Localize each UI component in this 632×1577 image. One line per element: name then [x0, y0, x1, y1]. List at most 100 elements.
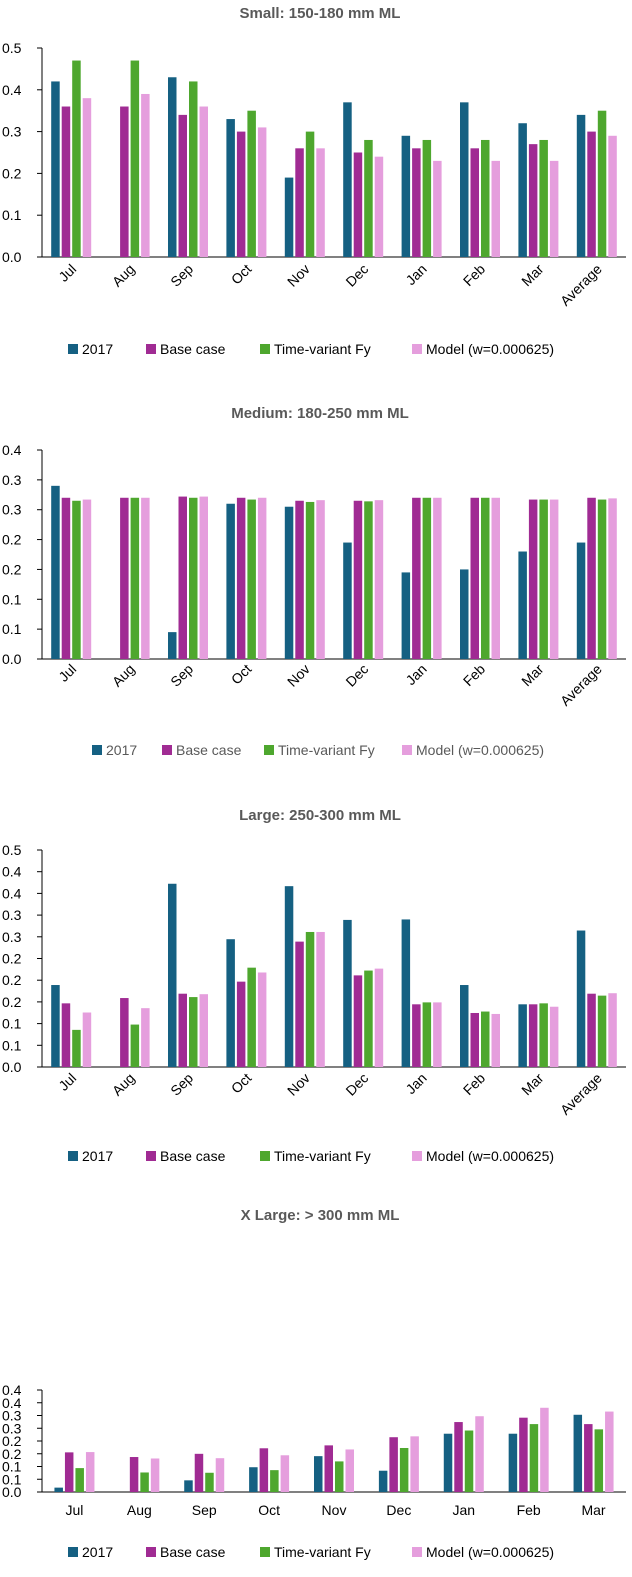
legend-label: Time-variant Fy [274, 341, 371, 357]
legend-label: Model (w=0.000625) [426, 341, 554, 357]
bar-model-w-0-000625-feb [491, 160, 500, 257]
bar-time-variant-fy-nov [305, 931, 315, 1067]
bar-base-case-oct [236, 131, 246, 257]
legend-label: Model (w=0.000625) [426, 1544, 554, 1560]
chart-2: Medium: 180-250 mm ML 0.0 0.1 0.1 0.2 0.2 0.3 0… [2, 405, 626, 758]
legend-label: 2017 [82, 1544, 113, 1560]
chart-title: Small: 150-180 mm ML [240, 5, 401, 22]
y-tick-label: 0.3 [2, 1408, 22, 1424]
y-tick-label: 0.2 [2, 951, 22, 967]
bar-base-case-jul [61, 106, 71, 258]
y-tick-label: 0.1 [2, 207, 22, 223]
legend-label: Base case [160, 1544, 226, 1560]
x-category-label: Jul [55, 661, 79, 685]
bar-2017-average [576, 114, 586, 257]
bar-base-case-aug [120, 497, 129, 659]
x-category-label: Jan [402, 661, 429, 688]
bar-base-case-dec [353, 975, 363, 1067]
bar-base-case-dec [353, 152, 363, 257]
bar-model-w-0-000625-jul [82, 1012, 92, 1067]
bar-2017-jul [51, 985, 60, 1067]
y-tick-label: 0.3 [2, 1420, 22, 1436]
bar-time-variant-fy-mar [539, 499, 548, 659]
bar-2017-jul [51, 485, 60, 659]
legend-swatch [412, 344, 422, 354]
legend-label: Base case [160, 341, 226, 357]
bar-2017-mar [518, 123, 527, 258]
y-tick-label: 0.3 [2, 124, 22, 140]
bar-model-w-0-000625-jul [82, 499, 92, 659]
bar-model-w-0-000625-feb [491, 497, 500, 659]
chart-4: X Large: > 300 mm ML0.00.10.10.20.20.30.… [2, 1207, 626, 1560]
x-category-label: Mar [518, 261, 547, 290]
bar-time-variant-fy-sep [189, 497, 198, 659]
bar-model-w-0-000625-mar [549, 1006, 559, 1067]
bar-model-w-0-000625-jan [475, 1416, 484, 1492]
legend-swatch [68, 1151, 78, 1161]
bar-base-case-sep [178, 993, 187, 1067]
y-tick-label: 0.3 [2, 472, 22, 488]
bar-2017-dec [343, 542, 352, 659]
bar-base-case-jul [61, 497, 71, 659]
x-category-label: Dec [342, 1070, 371, 1099]
x-category-label: Aug [109, 261, 138, 290]
bar-model-w-0-000625-mar [549, 160, 559, 257]
y-tick-label: 0.1 [2, 1037, 22, 1053]
chart-legend: 2017 Base case Time-variant Fy Model (w=0.0… [68, 1148, 554, 1164]
legend-swatch [92, 745, 102, 755]
legend-label: Base case [176, 742, 242, 758]
x-category-label: Mar [518, 1070, 547, 1099]
bar-model-w-0-000625-sep [215, 1458, 225, 1492]
bar-time-variant-fy-aug [130, 1024, 140, 1067]
bar-time-variant-fy-jan [422, 1002, 432, 1067]
y-tick-label: 0.2 [2, 1446, 22, 1462]
bar-model-w-0-000625-average [608, 498, 617, 659]
bar-2017-feb [460, 569, 469, 659]
y-tick-label: 0.1 [2, 1459, 22, 1475]
x-category-label: Oct [228, 661, 255, 688]
bar-2017-mar [518, 1004, 527, 1067]
bar-2017-sep [184, 1480, 193, 1492]
bar-base-case-jan [412, 497, 421, 659]
chart-legend: 2017 Base case Time-variant Fy Model (w=0.0… [92, 742, 544, 758]
bar-model-w-0-000625-aug [141, 1008, 150, 1067]
chart-title: X Large: > 300 mm ML [241, 1207, 400, 1224]
bar-2017-jan [401, 135, 411, 257]
x-category-label: Jan [452, 1502, 475, 1518]
bar-model-w-0-000625-oct [257, 127, 267, 257]
bar-time-variant-fy-mar [539, 1003, 548, 1067]
legend-swatch [162, 745, 172, 755]
bar-model-w-0-000625-dec [410, 1436, 419, 1492]
bar-2017-sep [168, 77, 177, 257]
x-category-label: Nov [284, 661, 313, 690]
x-category-label: Nov [322, 1502, 347, 1518]
bar-base-case-nov [295, 148, 304, 257]
bar-time-variant-fy-average [597, 995, 607, 1067]
bar-base-case-mar [528, 1004, 538, 1067]
bar-base-case-oct [236, 497, 246, 659]
y-tick-label: 0.3 [2, 502, 22, 518]
bar-time-variant-fy-jul [72, 1029, 81, 1067]
x-category-label: Jul [55, 261, 79, 285]
bar-model-w-0-000625-nov [316, 931, 325, 1067]
y-tick-label: 0.4 [2, 82, 22, 98]
legend-swatch [146, 1151, 156, 1161]
bar-2017-jan [443, 1433, 453, 1492]
bar-2017-feb [460, 102, 469, 257]
bar-time-variant-fy-dec [399, 1447, 409, 1492]
x-category-label: Feb [460, 261, 489, 290]
legend-label: 2017 [82, 341, 113, 357]
chart-title: Large: 250-300 mm ML [239, 807, 401, 824]
x-category-label: Jul [55, 1070, 79, 1094]
bar-time-variant-fy-oct [247, 499, 256, 659]
y-tick-label: 0.4 [2, 1395, 22, 1411]
bar-model-w-0-000625-mar [605, 1411, 614, 1492]
legend-label: 2017 [82, 1148, 113, 1164]
bar-base-case-mar [528, 144, 538, 257]
bar-model-w-0-000625-oct [280, 1455, 290, 1492]
bar-model-w-0-000625-jan [433, 160, 442, 257]
bar-time-variant-fy-nov [305, 131, 315, 257]
bar-base-case-mar [528, 499, 538, 659]
bar-model-w-0-000625-aug [141, 93, 150, 257]
bar-time-variant-fy-oct [247, 967, 256, 1067]
